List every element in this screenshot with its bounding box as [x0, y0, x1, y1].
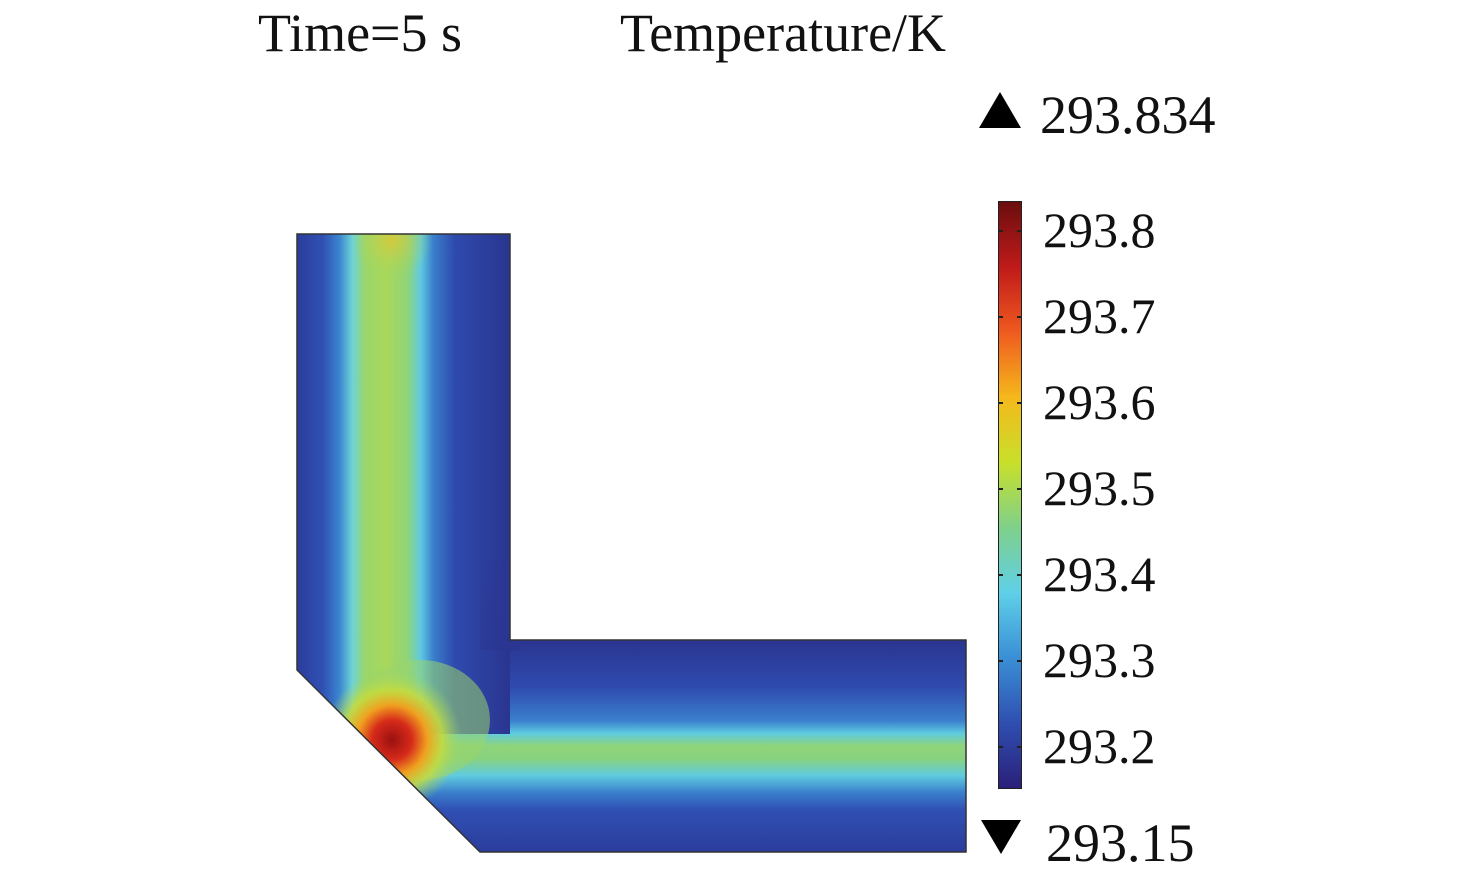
colorbar-tick-label: 293.5	[1043, 460, 1156, 517]
max-triangle-icon	[979, 92, 1021, 128]
colorbar-tick-label: 293.6	[1043, 374, 1156, 431]
colorbar-tick-label: 293.2	[1043, 718, 1156, 775]
colorbar-tick-mark	[1017, 660, 1022, 662]
colorbar-min-label: 293.15	[1046, 813, 1195, 873]
colorbar-tick-mark	[1017, 230, 1022, 232]
colorbar-tick-mark	[1017, 746, 1022, 748]
colorbar-max-label: 293.834	[1040, 85, 1216, 145]
colorbar	[998, 201, 1022, 789]
pipe-outline	[296, 233, 967, 853]
colorbar-tick-mark	[998, 316, 1003, 318]
quantity-label: Temperature/K	[620, 3, 947, 63]
colorbar-tick-mark	[1017, 402, 1022, 404]
time-label: Time=5 s	[258, 3, 463, 63]
colorbar-tick-label: 293.8	[1043, 202, 1156, 259]
colorbar-tick-mark	[998, 660, 1003, 662]
pipe-body	[297, 234, 966, 852]
colorbar-tick-mark	[1017, 574, 1022, 576]
colorbar-tick-label: 293.7	[1043, 288, 1156, 345]
colorbar-tick-mark	[998, 574, 1003, 576]
colorbar-tick-mark	[998, 402, 1003, 404]
colorbar-tick-mark	[998, 488, 1003, 490]
min-triangle-icon	[981, 820, 1021, 854]
colorbar-tick-mark	[1017, 488, 1022, 490]
colorbar-tick-mark	[998, 746, 1003, 748]
colorbar-tick-label: 293.4	[1043, 546, 1156, 603]
colorbar-tick-mark	[998, 230, 1003, 232]
colorbar-tick-label: 293.3	[1043, 632, 1156, 689]
colorbar-tick-mark	[1017, 316, 1022, 318]
